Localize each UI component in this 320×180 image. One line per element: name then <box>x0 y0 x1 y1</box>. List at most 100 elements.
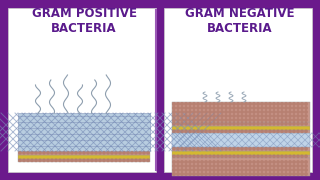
Circle shape <box>172 115 175 117</box>
Circle shape <box>281 130 283 132</box>
Circle shape <box>252 169 255 171</box>
Circle shape <box>172 169 175 171</box>
Circle shape <box>249 161 252 163</box>
Circle shape <box>181 130 183 132</box>
Circle shape <box>180 161 183 163</box>
Circle shape <box>249 130 251 132</box>
Circle shape <box>277 147 279 150</box>
Circle shape <box>237 130 239 132</box>
Circle shape <box>241 169 244 171</box>
Circle shape <box>260 173 263 175</box>
Circle shape <box>225 111 228 113</box>
Circle shape <box>39 159 41 162</box>
Circle shape <box>228 115 231 117</box>
Circle shape <box>237 147 239 150</box>
Circle shape <box>244 119 247 121</box>
Circle shape <box>103 151 105 154</box>
Circle shape <box>181 122 183 125</box>
Circle shape <box>289 111 292 113</box>
Circle shape <box>276 119 279 121</box>
Circle shape <box>253 147 255 150</box>
Circle shape <box>189 130 191 132</box>
Circle shape <box>257 122 259 125</box>
Circle shape <box>273 161 276 163</box>
Circle shape <box>172 161 175 163</box>
Circle shape <box>225 173 228 175</box>
Circle shape <box>131 159 133 162</box>
Circle shape <box>220 173 223 175</box>
Circle shape <box>193 173 196 175</box>
Circle shape <box>67 159 69 162</box>
Circle shape <box>249 103 252 105</box>
Circle shape <box>244 103 247 105</box>
Circle shape <box>71 151 73 154</box>
Circle shape <box>241 103 244 105</box>
Circle shape <box>193 111 196 113</box>
Circle shape <box>257 155 259 158</box>
Circle shape <box>197 122 199 125</box>
Circle shape <box>285 155 287 158</box>
Circle shape <box>305 111 308 113</box>
Circle shape <box>276 161 279 163</box>
Circle shape <box>217 161 220 163</box>
Circle shape <box>201 147 203 150</box>
Circle shape <box>260 165 263 167</box>
Circle shape <box>83 151 85 154</box>
Circle shape <box>193 155 195 158</box>
Circle shape <box>297 161 300 163</box>
Circle shape <box>265 169 268 171</box>
Circle shape <box>252 119 255 121</box>
Circle shape <box>95 151 97 154</box>
Circle shape <box>220 115 223 117</box>
Circle shape <box>297 169 300 171</box>
Circle shape <box>268 107 271 109</box>
Circle shape <box>225 107 228 109</box>
Circle shape <box>268 103 271 105</box>
Circle shape <box>205 122 207 125</box>
Circle shape <box>204 103 207 105</box>
Circle shape <box>87 151 89 154</box>
Circle shape <box>284 169 287 171</box>
Circle shape <box>228 103 231 105</box>
Circle shape <box>273 130 275 132</box>
Circle shape <box>196 173 199 175</box>
Circle shape <box>292 161 295 163</box>
Circle shape <box>220 161 223 163</box>
Circle shape <box>228 173 231 175</box>
Circle shape <box>189 122 191 125</box>
Circle shape <box>185 155 187 158</box>
Circle shape <box>35 151 37 154</box>
Circle shape <box>281 161 284 163</box>
Circle shape <box>79 159 81 162</box>
Circle shape <box>189 155 191 158</box>
Circle shape <box>233 119 236 121</box>
Circle shape <box>249 111 252 113</box>
Circle shape <box>67 151 69 154</box>
Circle shape <box>284 119 287 121</box>
Circle shape <box>185 107 188 109</box>
Circle shape <box>268 169 271 171</box>
Circle shape <box>212 165 215 167</box>
Circle shape <box>217 115 220 117</box>
Circle shape <box>273 147 275 150</box>
Circle shape <box>107 159 109 162</box>
Circle shape <box>249 155 251 158</box>
Circle shape <box>273 173 276 175</box>
Circle shape <box>228 119 231 121</box>
Circle shape <box>225 147 227 150</box>
Circle shape <box>196 115 199 117</box>
Circle shape <box>177 107 180 109</box>
Circle shape <box>217 122 219 125</box>
Circle shape <box>193 165 196 167</box>
Circle shape <box>181 147 183 150</box>
Circle shape <box>196 103 199 105</box>
Circle shape <box>201 103 204 105</box>
Circle shape <box>249 147 251 150</box>
Circle shape <box>225 169 228 171</box>
Circle shape <box>204 169 207 171</box>
Circle shape <box>301 130 303 132</box>
Circle shape <box>180 103 183 105</box>
Circle shape <box>241 111 244 113</box>
Circle shape <box>209 173 212 175</box>
Circle shape <box>172 103 175 105</box>
